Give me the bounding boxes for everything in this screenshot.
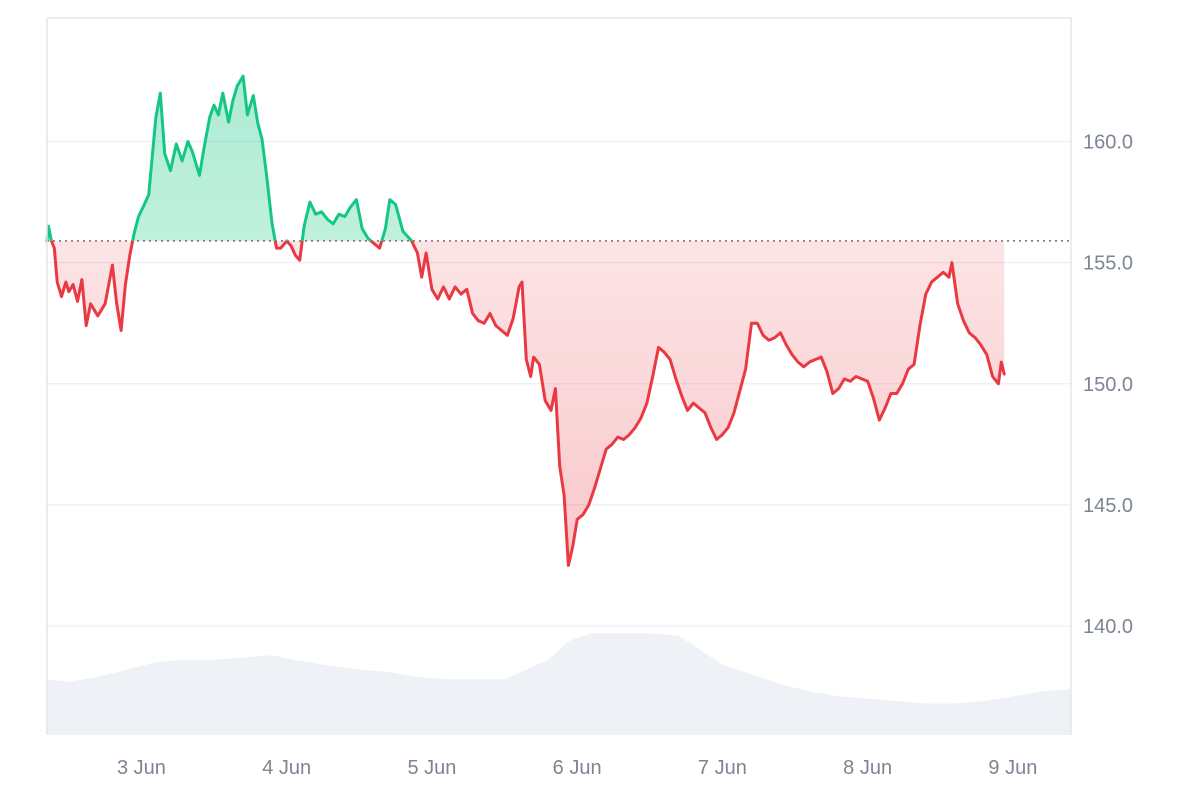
price-fill-above-baseline [47,76,412,241]
y-tick-label: 140.0 [1083,616,1133,638]
y-tick-label: 150.0 [1083,374,1133,396]
y-tick-label: 155.0 [1083,253,1133,275]
x-tick-label: 4 Jun [262,757,311,779]
price-fill-below-baseline [47,240,1005,566]
x-tick-label: 9 Jun [988,757,1037,779]
x-tick-label: 6 Jun [553,757,602,779]
x-tick-label: 7 Jun [698,757,747,779]
x-tick-label: 5 Jun [407,757,456,779]
y-tick-label: 160.0 [1083,132,1133,154]
y-axis-ticks: 160.0 155.0 150.0 145.0 140.0 [1083,132,1133,638]
price-fill [47,76,1005,566]
price-line-below-baseline [45,240,1006,567]
price-line [45,74,1006,567]
x-axis-ticks: 3 Jun 4 Jun 5 Jun 6 Jun 7 Jun 8 Jun 9 Jun [117,757,1037,779]
plot-frame [46,17,1072,735]
y-tick-label: 145.0 [1083,495,1133,517]
volume-area [47,633,1071,735]
x-tick-label: 3 Jun [117,757,166,779]
price-line-above-baseline [45,74,414,241]
x-tick-label: 8 Jun [843,757,892,779]
